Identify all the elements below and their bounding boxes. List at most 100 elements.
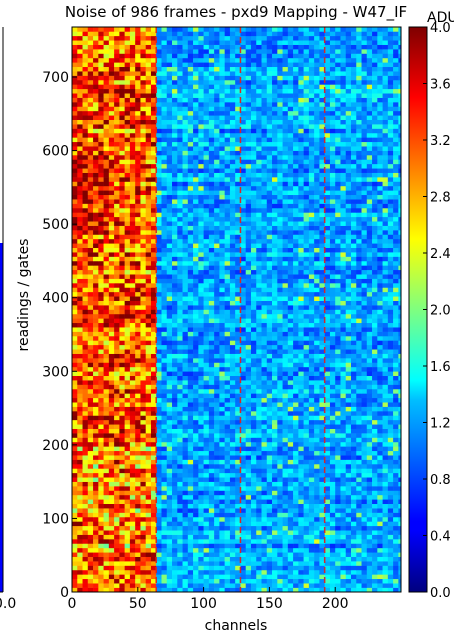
heatmap-cell bbox=[135, 494, 141, 500]
heatmap-cell bbox=[272, 574, 278, 580]
heatmap-cell bbox=[166, 380, 173, 385]
heatmap-cell bbox=[266, 291, 273, 297]
heatmap-cell bbox=[103, 428, 110, 434]
heatmap-cell bbox=[282, 318, 289, 324]
heatmap-cell bbox=[356, 428, 362, 434]
heatmap-cell bbox=[298, 402, 304, 407]
heatmap-cell bbox=[261, 508, 268, 513]
heatmap-cell bbox=[193, 512, 199, 518]
heatmap-cell bbox=[256, 499, 262, 505]
heatmap-cell bbox=[372, 521, 378, 527]
heatmap-cell bbox=[214, 278, 220, 284]
heatmap-cell bbox=[308, 494, 315, 500]
heatmap-cell bbox=[129, 406, 136, 412]
heatmap-cell bbox=[287, 313, 294, 319]
heatmap-cell bbox=[203, 534, 210, 540]
heatmap-cell bbox=[203, 353, 210, 359]
heatmap-cell bbox=[161, 463, 168, 469]
heatmap-cell bbox=[314, 490, 320, 496]
heatmap-cell bbox=[108, 274, 115, 279]
heatmap-cell bbox=[393, 313, 399, 319]
heatmap-cell bbox=[72, 525, 78, 531]
heatmap-cell bbox=[314, 411, 320, 416]
heatmap-cell bbox=[108, 243, 115, 248]
heatmap-cell bbox=[214, 569, 220, 575]
heatmap-cell bbox=[245, 468, 252, 474]
heatmap-cell bbox=[266, 569, 273, 575]
heatmap-cell bbox=[103, 265, 110, 271]
heatmap-cell bbox=[282, 512, 289, 518]
heatmap-cell bbox=[177, 380, 183, 385]
heatmap-cell bbox=[240, 247, 247, 253]
heatmap-cell bbox=[214, 424, 220, 429]
heatmap-cell bbox=[187, 296, 194, 301]
heatmap-cell bbox=[82, 512, 89, 518]
heatmap-cell bbox=[219, 353, 225, 359]
heatmap-cell bbox=[140, 561, 146, 566]
heatmap-cell bbox=[372, 569, 378, 575]
heatmap-cell bbox=[282, 256, 289, 262]
heatmap-cell bbox=[72, 397, 78, 403]
heatmap-cell bbox=[329, 305, 336, 310]
heatmap-cell bbox=[366, 384, 373, 390]
heatmap-cell bbox=[208, 287, 215, 293]
heatmap-cell bbox=[72, 300, 78, 306]
heatmap-cell bbox=[103, 371, 110, 377]
heatmap-cell bbox=[319, 243, 325, 248]
heatmap-cell bbox=[108, 415, 115, 421]
heatmap-cell bbox=[366, 274, 373, 279]
heatmap-cell bbox=[261, 274, 268, 279]
heatmap-cell bbox=[72, 384, 78, 390]
heatmap-cell bbox=[340, 455, 347, 460]
heatmap-cell bbox=[129, 274, 136, 279]
heatmap-cell bbox=[219, 583, 225, 588]
heatmap-cell bbox=[314, 512, 320, 518]
heatmap-cell bbox=[382, 516, 389, 522]
heatmap-cell bbox=[87, 503, 94, 509]
heatmap-cell bbox=[77, 256, 83, 262]
heatmap-cell bbox=[203, 335, 210, 341]
heatmap-cell bbox=[135, 463, 141, 469]
heatmap-cell bbox=[87, 525, 94, 531]
heatmap-cell bbox=[303, 543, 310, 549]
heatmap-cell bbox=[340, 494, 347, 500]
heatmap-cell bbox=[198, 578, 204, 584]
heatmap-cell bbox=[382, 499, 389, 505]
heatmap-cell bbox=[77, 252, 83, 257]
heatmap-cell bbox=[219, 450, 225, 456]
heatmap-cell bbox=[214, 375, 220, 381]
heatmap-cell bbox=[129, 402, 136, 407]
heatmap-cell bbox=[145, 358, 152, 363]
heatmap-cell bbox=[256, 406, 262, 412]
heatmap-cell bbox=[372, 494, 378, 500]
heatmap-cell bbox=[329, 402, 336, 407]
heatmap-cell bbox=[166, 490, 173, 496]
heatmap-cell bbox=[156, 569, 162, 575]
heatmap-cell bbox=[203, 305, 210, 310]
heatmap-cell bbox=[208, 428, 215, 434]
heatmap-cell bbox=[129, 375, 136, 381]
heatmap-cell bbox=[229, 463, 236, 469]
heatmap-cell bbox=[140, 530, 146, 535]
heatmap-cell bbox=[350, 450, 357, 456]
heatmap-cell bbox=[314, 415, 320, 421]
heatmap-cell bbox=[340, 547, 347, 553]
heatmap-cell bbox=[198, 362, 204, 368]
heatmap-cell bbox=[329, 508, 336, 513]
heatmap-cell bbox=[345, 380, 352, 385]
heatmap-cell bbox=[187, 335, 194, 341]
heatmap-cell bbox=[203, 402, 210, 407]
heatmap-cell bbox=[393, 366, 399, 372]
heatmap-cell bbox=[224, 472, 231, 478]
heatmap-cell bbox=[329, 459, 336, 465]
heatmap-cell bbox=[282, 455, 289, 460]
heatmap-cell bbox=[193, 450, 199, 456]
heatmap-cell bbox=[166, 331, 173, 337]
heatmap-cell bbox=[145, 463, 152, 469]
heatmap-cell bbox=[156, 574, 162, 580]
heatmap-cell bbox=[314, 340, 320, 346]
heatmap-cell bbox=[266, 256, 273, 262]
heatmap-cell bbox=[303, 362, 310, 368]
heatmap-cell bbox=[229, 468, 236, 474]
heatmap-cell bbox=[203, 468, 210, 474]
